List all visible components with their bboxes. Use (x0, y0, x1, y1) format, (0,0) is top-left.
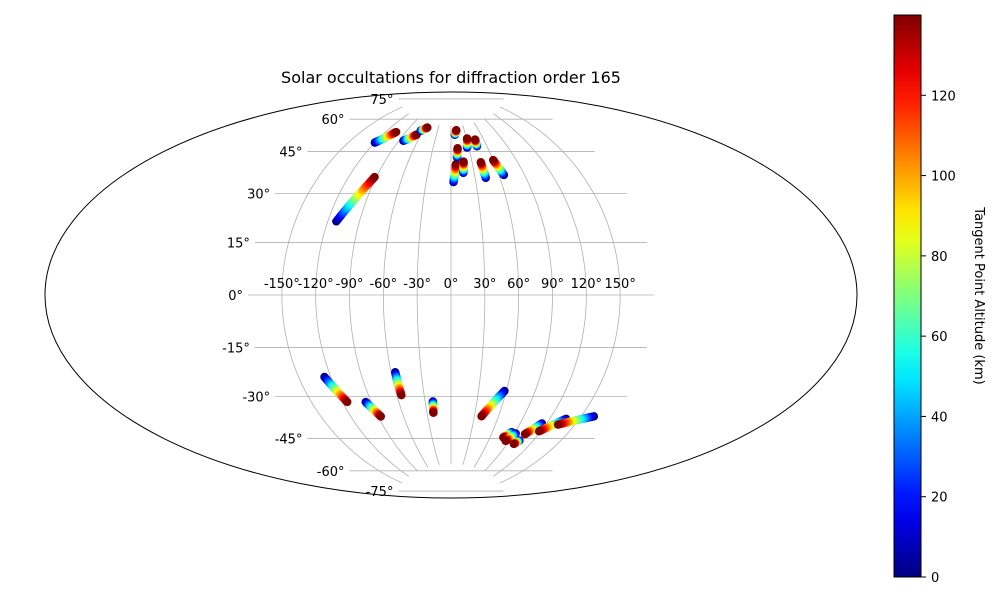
colorbar-tick-label: 40 (931, 410, 948, 425)
x-tick-label: -60° (369, 277, 397, 292)
x-tick-label: -30° (403, 277, 431, 292)
y-tick-label: 0° (228, 289, 243, 304)
y-tick-label: -30° (242, 391, 270, 406)
x-tick-label: 0° (444, 277, 459, 292)
colorbar: 0 20 40 60 80 100 120 Tangent Point Altitude (k… (893, 14, 986, 586)
occultation-track (320, 372, 352, 407)
data-point (452, 126, 461, 135)
occultation-track (476, 157, 490, 183)
data-point (501, 436, 510, 446)
occultation-track (553, 412, 599, 429)
data-point (509, 439, 518, 449)
data-point (520, 429, 530, 439)
occultation-track (391, 367, 406, 400)
x-tick-label: -120° (298, 277, 334, 292)
occultation-track (501, 429, 520, 446)
occultation-track (462, 134, 472, 152)
occultation-track (449, 159, 461, 187)
occultation-track (459, 157, 468, 178)
y-tick-label: -75° (366, 485, 394, 500)
data-point (376, 412, 386, 421)
data-point (459, 157, 468, 166)
y-tick-label: 15° (227, 236, 250, 251)
occultation-track (370, 127, 401, 147)
data-point (470, 135, 480, 144)
occultation-track (470, 135, 482, 151)
y-tick-label: -60° (317, 465, 345, 480)
chart-title: Solar occultations for diffraction order… (281, 68, 621, 87)
x-tick-label: -90° (336, 277, 364, 292)
occultation-track (332, 172, 379, 226)
gridline-lon (315, 113, 410, 477)
colorbar-tick-label: 80 (931, 250, 948, 265)
data-point (397, 390, 406, 400)
occultation-track (428, 397, 438, 418)
data-point (423, 123, 432, 132)
data-point (429, 408, 438, 418)
data-point (477, 412, 486, 421)
tick-labels: -150°-120° -90° -60° -30° 0° 30° 60° 90° 120° 150… (222, 93, 636, 500)
data-point (534, 427, 544, 436)
gridline-lon (416, 124, 440, 466)
y-tick-label: 45° (279, 145, 302, 160)
y-tick-label: 75° (370, 93, 393, 108)
x-tick-label: 120° (571, 277, 602, 292)
occultation-track (399, 130, 421, 146)
gridline-lon (473, 122, 520, 468)
data-point (453, 144, 462, 153)
x-tick-label: 150° (605, 277, 636, 292)
colorbar-label: Tangent Point Altitude (km) (971, 206, 986, 384)
x-tick-label: 60° (507, 277, 530, 292)
data-point (391, 127, 401, 137)
data-point (462, 134, 472, 143)
data-point (476, 157, 485, 167)
grid-layer (248, 98, 654, 492)
x-tick-label: 90° (541, 277, 564, 292)
colorbar-tick-label: 0 (931, 571, 939, 586)
y-tick-label: 30° (247, 188, 270, 203)
occultation-track (477, 386, 509, 421)
gridline-lon (499, 106, 621, 484)
colorbar-tick-label: 20 (931, 491, 948, 506)
occultation-track (361, 397, 386, 421)
x-tick-label: 30° (473, 277, 496, 292)
data-point (488, 155, 498, 165)
gridline-lon (462, 124, 486, 466)
colorbar-tick-label: 100 (931, 170, 956, 185)
data-point (451, 159, 461, 169)
data-point (553, 420, 563, 429)
colorbar-tick-label: 120 (931, 89, 956, 104)
y-tick-label: -15° (222, 342, 250, 357)
gridline-lon (281, 106, 403, 484)
occultation-track (450, 126, 461, 139)
points-layer (320, 123, 599, 449)
colorbar-tick-label: 60 (931, 330, 948, 345)
y-tick-label: 60° (321, 113, 344, 128)
x-tick-label: -150° (264, 277, 300, 292)
occultation-track (488, 155, 509, 180)
gridline-lon (484, 118, 553, 472)
map-boundary (44, 91, 858, 499)
gridline-lon (382, 122, 429, 468)
y-tick-label: -45° (275, 433, 303, 448)
colorbar-gradient (893, 14, 922, 578)
data-point (343, 397, 352, 407)
occultation-track (416, 123, 432, 135)
frame-layer (44, 91, 858, 499)
occultation-track (509, 436, 524, 449)
occultation-track (452, 144, 462, 162)
data-point (370, 172, 379, 182)
